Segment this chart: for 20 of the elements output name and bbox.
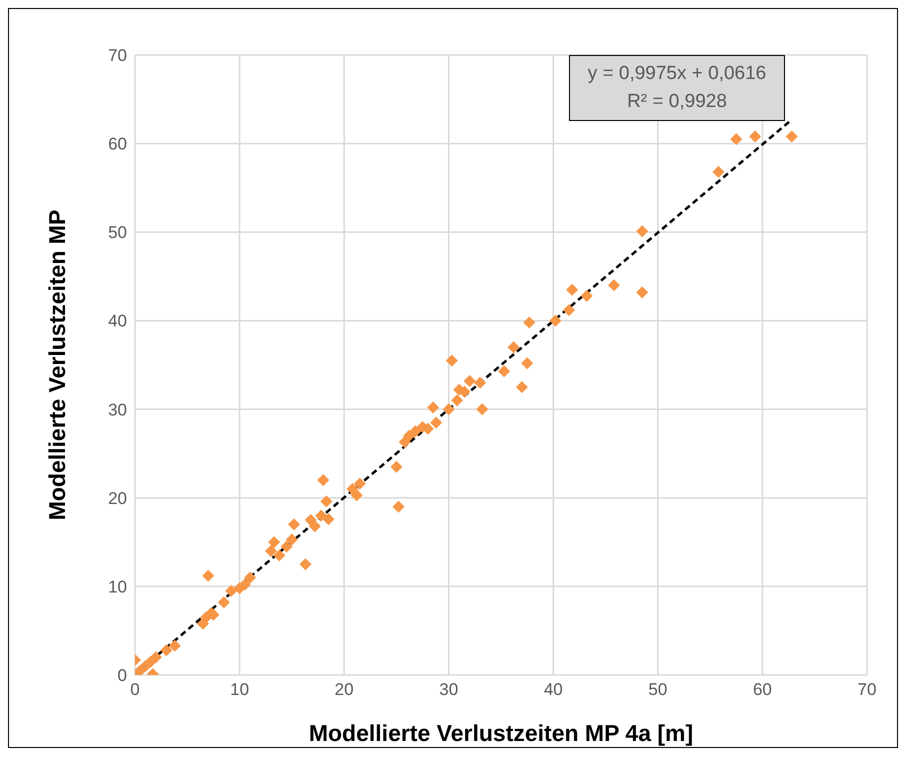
x-tick-label: 60 <box>752 680 772 700</box>
x-tick-label: 10 <box>230 680 250 700</box>
x-tick-label: 30 <box>439 680 458 700</box>
x-tick-label: 40 <box>544 680 563 700</box>
y-tick-label: 60 <box>108 134 127 154</box>
y-tick-label: 0 <box>118 666 127 686</box>
annotation: y = 0,9975x + 0,0616 <box>586 62 768 86</box>
y-axis-title: Modellierte Verlustzeiten MP <box>44 210 70 520</box>
x-tick-label: 50 <box>648 680 668 700</box>
x-tick-label: 20 <box>334 680 354 700</box>
y-tick-label: 50 <box>108 223 127 242</box>
y-tick-label: 20 <box>108 488 127 508</box>
annotation: R² = 0,9928 <box>626 90 728 114</box>
y-tick-label: 30 <box>108 400 127 420</box>
y-tick-label: 40 <box>108 312 127 331</box>
x-tick-label: 70 <box>858 680 876 700</box>
y-tick-label: 70 <box>108 46 127 66</box>
x-tick-label: 0 <box>130 680 140 700</box>
x-axis-title: Modellierte Verlustzeiten MP 4a [m] <box>308 720 694 746</box>
y-tick-label: 10 <box>108 577 127 596</box>
